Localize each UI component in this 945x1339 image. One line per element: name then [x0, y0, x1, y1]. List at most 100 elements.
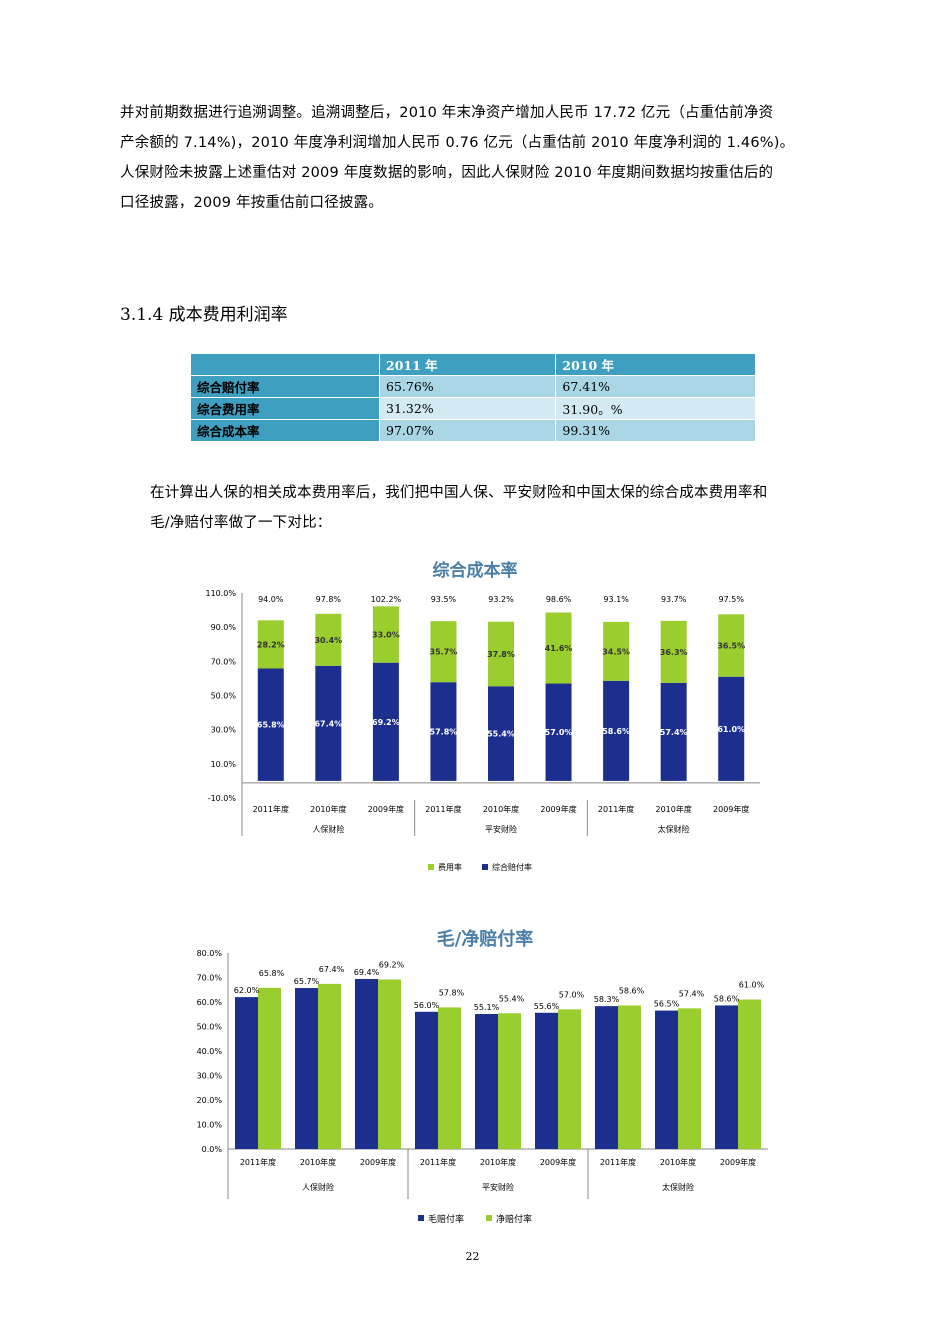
bar-expense-ratio	[545, 612, 572, 684]
data-label: 67.4%	[314, 719, 342, 728]
bar-net-claims	[318, 983, 341, 1149]
bar-expense-ratio	[257, 620, 284, 669]
data-label: 36.5%	[717, 642, 745, 651]
group-label: 太保财险	[662, 1182, 694, 1192]
bar-claims-ratio	[372, 662, 399, 781]
bar-net-claims	[738, 999, 761, 1149]
x-tick-label: 2010年度	[660, 1157, 696, 1167]
x-tick-label: 2011年度	[598, 804, 634, 814]
bar-gross-claims	[715, 1005, 738, 1149]
legend-label: 毛赔付率	[428, 1213, 464, 1225]
y-tick-label: 70.0%	[211, 657, 237, 666]
data-label: 61.0%	[717, 725, 745, 734]
paragraph-line: 毛/净赔付率做了一下对比：	[150, 515, 332, 531]
group-label: 人保财险	[312, 824, 344, 834]
y-tick-label: 0.0%	[202, 1145, 223, 1154]
data-label: 37.8%	[487, 650, 515, 659]
x-tick-label: 2009年度	[540, 1157, 576, 1167]
row-label: 综合成本率	[190, 419, 380, 442]
data-label: 56.0%	[414, 1001, 440, 1010]
bar-expense-ratio	[372, 606, 399, 663]
bar-net-claims	[438, 1007, 461, 1149]
data-label: 58.6%	[714, 994, 740, 1003]
legend-label: 综合赔付率	[492, 862, 532, 872]
total-label: 94.0%	[258, 595, 284, 604]
bar-net-claims	[558, 1009, 581, 1149]
y-tick-label: 50.0%	[211, 692, 237, 701]
page-number: 22	[465, 1250, 480, 1263]
data-label: 34.5%	[602, 647, 630, 656]
x-tick-label: 2010年度	[480, 1157, 516, 1167]
y-tick-label: 30.0%	[211, 726, 237, 735]
total-label: 93.1%	[603, 595, 629, 604]
data-label: 57.8%	[439, 988, 465, 997]
data-label: 36.3%	[660, 648, 688, 657]
y-tick-label: 50.0%	[197, 1023, 223, 1032]
bar-claims-ratio	[545, 683, 572, 781]
bar-net-claims	[498, 1013, 521, 1149]
table-header-2010: 2010 年	[555, 353, 756, 376]
bar-gross-claims	[655, 1010, 678, 1149]
total-label: 93.7%	[661, 595, 687, 604]
table-header-2011: 2011 年	[378, 353, 557, 376]
x-tick-label: 2011年度	[240, 1157, 276, 1167]
paragraph-line: 人保财险未披露上述重估对 2009 年度数据的影响，因此人保财险 2010 年度…	[120, 165, 774, 181]
table-row: 综合成本率 97.07% 99.31%	[190, 419, 756, 442]
data-label: 55.4%	[499, 994, 525, 1003]
chart-title: 综合成本率	[433, 560, 518, 581]
group-label: 平安财险	[482, 1182, 514, 1192]
bar-expense-ratio	[488, 621, 514, 687]
data-label: 58.3%	[594, 995, 620, 1004]
total-label: 98.6%	[546, 595, 572, 604]
x-tick-label: 2010年度	[300, 1157, 336, 1167]
y-tick-label: 20.0%	[197, 1096, 223, 1105]
legend-swatch	[428, 864, 434, 870]
y-tick-label: 80.0%	[197, 949, 223, 958]
data-label: 28.2%	[257, 640, 285, 649]
y-tick-label: 30.0%	[197, 1072, 223, 1081]
y-tick-label: 110.0%	[205, 589, 236, 598]
data-label: 57.8%	[430, 728, 458, 737]
data-label: 69.2%	[379, 960, 405, 969]
data-label: 69.4%	[354, 968, 380, 977]
combined-cost-ratio-chart: 综合成本率 110.0% 90.0% 70.0% 50.0% 30.0% 10.0% -10.…	[205, 560, 760, 872]
x-tick-label: 2009年度	[368, 804, 404, 814]
bar-expense-ratio	[603, 621, 630, 681]
data-label: 55.1%	[474, 1003, 500, 1012]
x-tick-label: 2010年度	[655, 804, 691, 814]
legend-swatch	[486, 1215, 492, 1221]
legend-label: 费用率	[438, 862, 462, 872]
y-tick-label: 40.0%	[197, 1047, 223, 1056]
bar-net-claims	[618, 1005, 641, 1149]
total-label: 102.2%	[371, 595, 402, 604]
table-cell: 65.76%	[378, 375, 557, 398]
bar-claims-ratio	[430, 682, 457, 781]
x-tick-label: 2011年度	[425, 804, 461, 814]
data-label: 61.0%	[739, 981, 765, 990]
paragraph-comparison: 在计算出人保的相关成本费用率后，我们把中国人保、平安财险和中国太保的综合成本费用…	[120, 478, 832, 538]
bar-claims-ratio	[488, 686, 514, 781]
data-label: 33.0%	[372, 631, 400, 640]
x-tick-label: 2011年度	[253, 804, 289, 814]
x-tick-label: 2009年度	[720, 1157, 756, 1167]
x-tick-label: 2010年度	[310, 804, 346, 814]
data-label: 57.0%	[545, 728, 573, 737]
cost-ratio-table: 2011 年 2010 年 综合赔付率 65.76% 67.41% 综合费用率 …	[190, 353, 756, 442]
bar-claims-ratio	[718, 676, 745, 781]
table-header-row: 2011 年 2010 年	[190, 353, 756, 376]
table-header-corner	[190, 353, 380, 376]
data-label: 30.4%	[314, 636, 342, 645]
data-label: 65.8%	[259, 969, 285, 978]
legend-swatch	[418, 1215, 424, 1221]
group-label: 平安财险	[485, 824, 517, 834]
data-label: 35.7%	[430, 648, 458, 657]
chart-title: 毛/净赔付率	[437, 928, 534, 950]
data-label: 57.4%	[660, 728, 688, 737]
data-label: 58.6%	[619, 986, 645, 995]
bar-gross-claims	[535, 1012, 558, 1149]
x-tick-label: 2009年度	[713, 804, 749, 814]
total-label: 93.5%	[431, 595, 457, 604]
bar-net-claims	[678, 1008, 701, 1149]
table-row: 综合赔付率 65.76% 67.41%	[190, 375, 756, 398]
data-label: 65.8%	[257, 721, 285, 730]
